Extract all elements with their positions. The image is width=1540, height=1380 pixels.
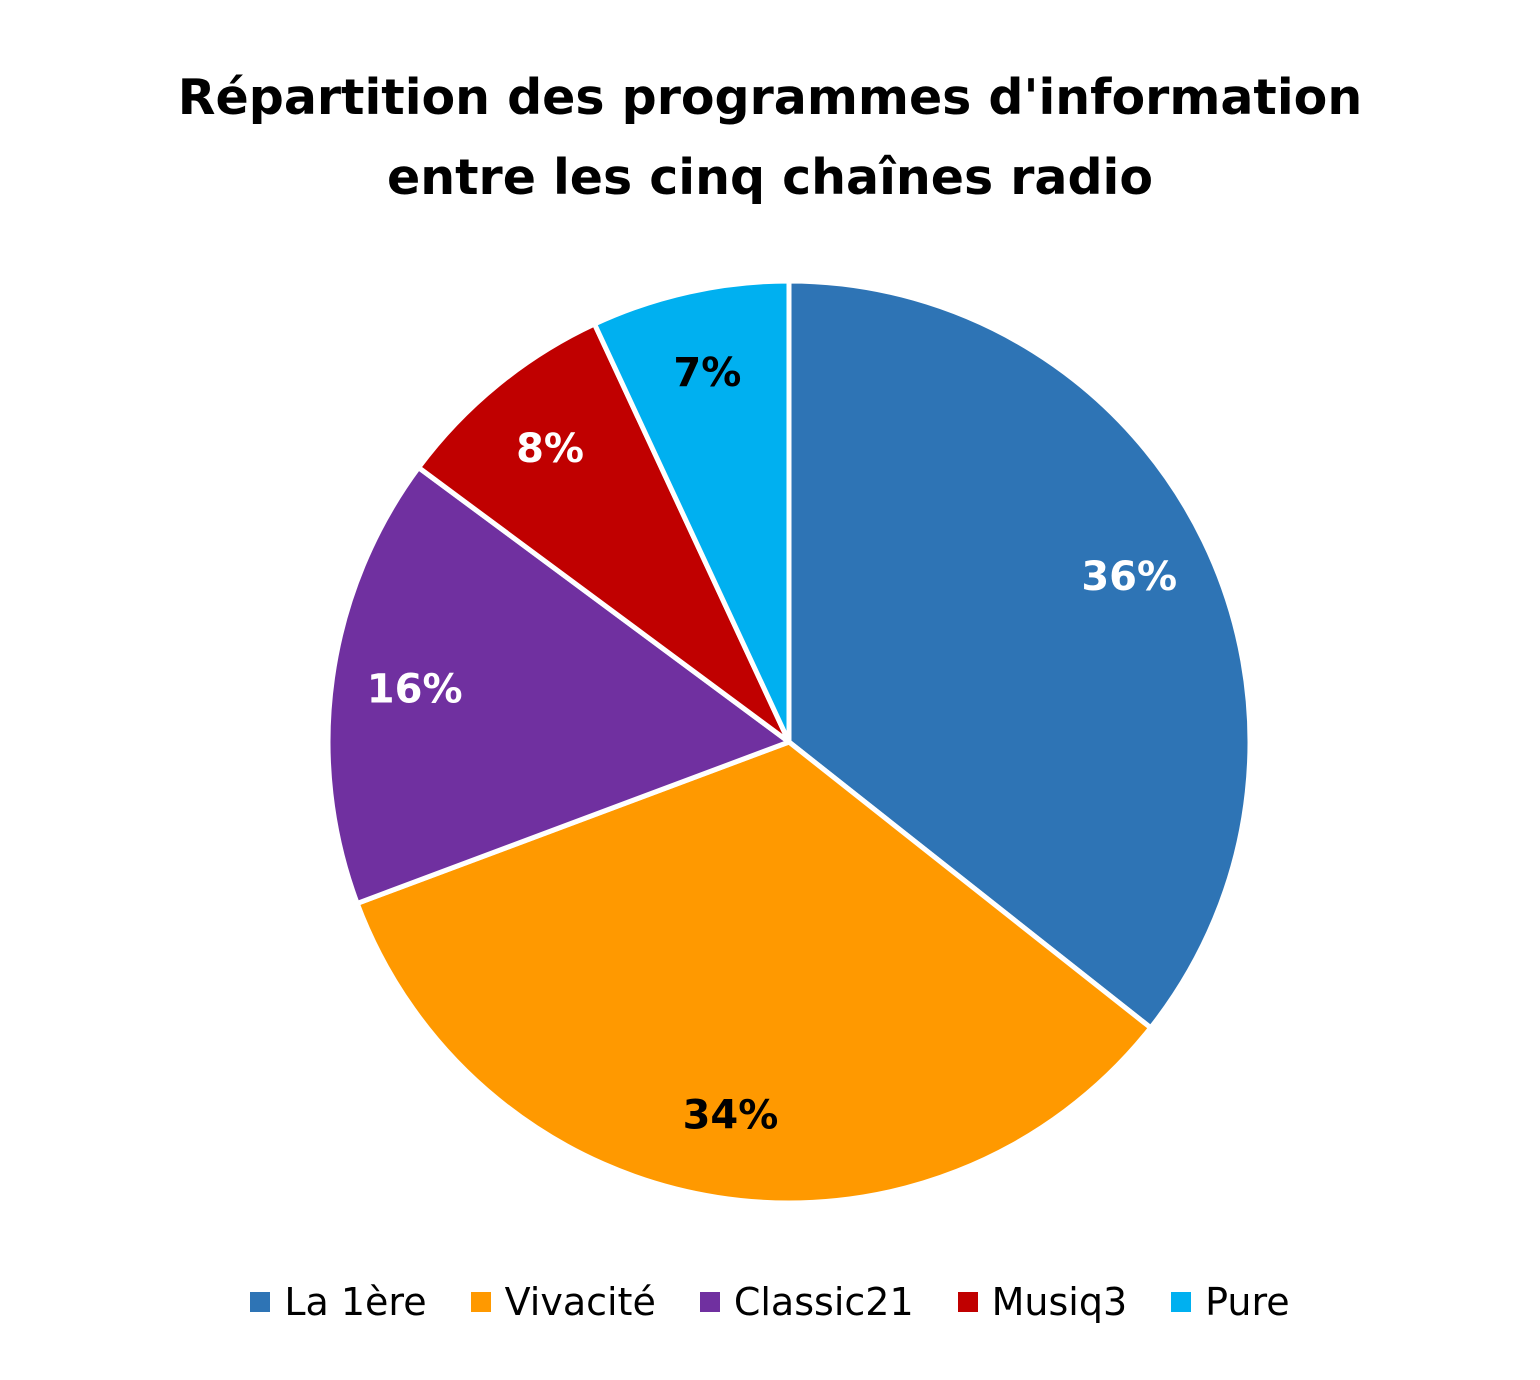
legend-item-musiq3[interactable]: Musiq3 [957,1280,1128,1324]
legend-swatch [250,1292,271,1312]
legend-item-la-1ere[interactable]: La 1ère [250,1280,427,1324]
pie-slice-musiq3[interactable] [416,321,792,745]
data-label-la-1ere: 36% [1081,554,1177,600]
data-label-vivacite: 34% [683,1092,779,1138]
chart-title-line-1: Répartition des programmes d'information [177,69,1363,126]
legend-label: Classic21 [733,1280,914,1324]
legend-label: Musiq3 [991,1280,1128,1324]
legend-label: Vivacité [504,1280,656,1324]
data-label-musiq3: 8% [516,426,584,472]
legend: La 1ère Vivacité Classic21 Musiq3 Pure [0,1280,1540,1324]
data-label-classic21: 16% [367,666,463,712]
data-label-pure: 7% [673,350,741,396]
legend-swatch [957,1292,978,1312]
pie-slice-vivacite[interactable] [354,739,1154,1206]
legend-swatch [470,1292,491,1312]
pie-chart: 36% 34% 16% 8% 7% [325,278,1253,1206]
pie-slice-classic21[interactable] [325,465,792,906]
legend-swatch [1171,1292,1192,1312]
chart-title: Répartition des programmes d'information… [0,58,1540,218]
legend-item-pure[interactable]: Pure [1171,1280,1290,1324]
pie-slice-la-1ere[interactable] [786,278,1253,1031]
legend-label: Pure [1205,1280,1290,1324]
legend-item-vivacite[interactable]: Vivacité [470,1280,656,1324]
legend-swatch [699,1292,720,1312]
legend-label: La 1ère [284,1280,427,1324]
pie-slice-pure[interactable] [592,278,792,745]
chart-title-line-2: entre les cinq chaînes radio [386,149,1153,206]
legend-item-classic21[interactable]: Classic21 [699,1280,914,1324]
